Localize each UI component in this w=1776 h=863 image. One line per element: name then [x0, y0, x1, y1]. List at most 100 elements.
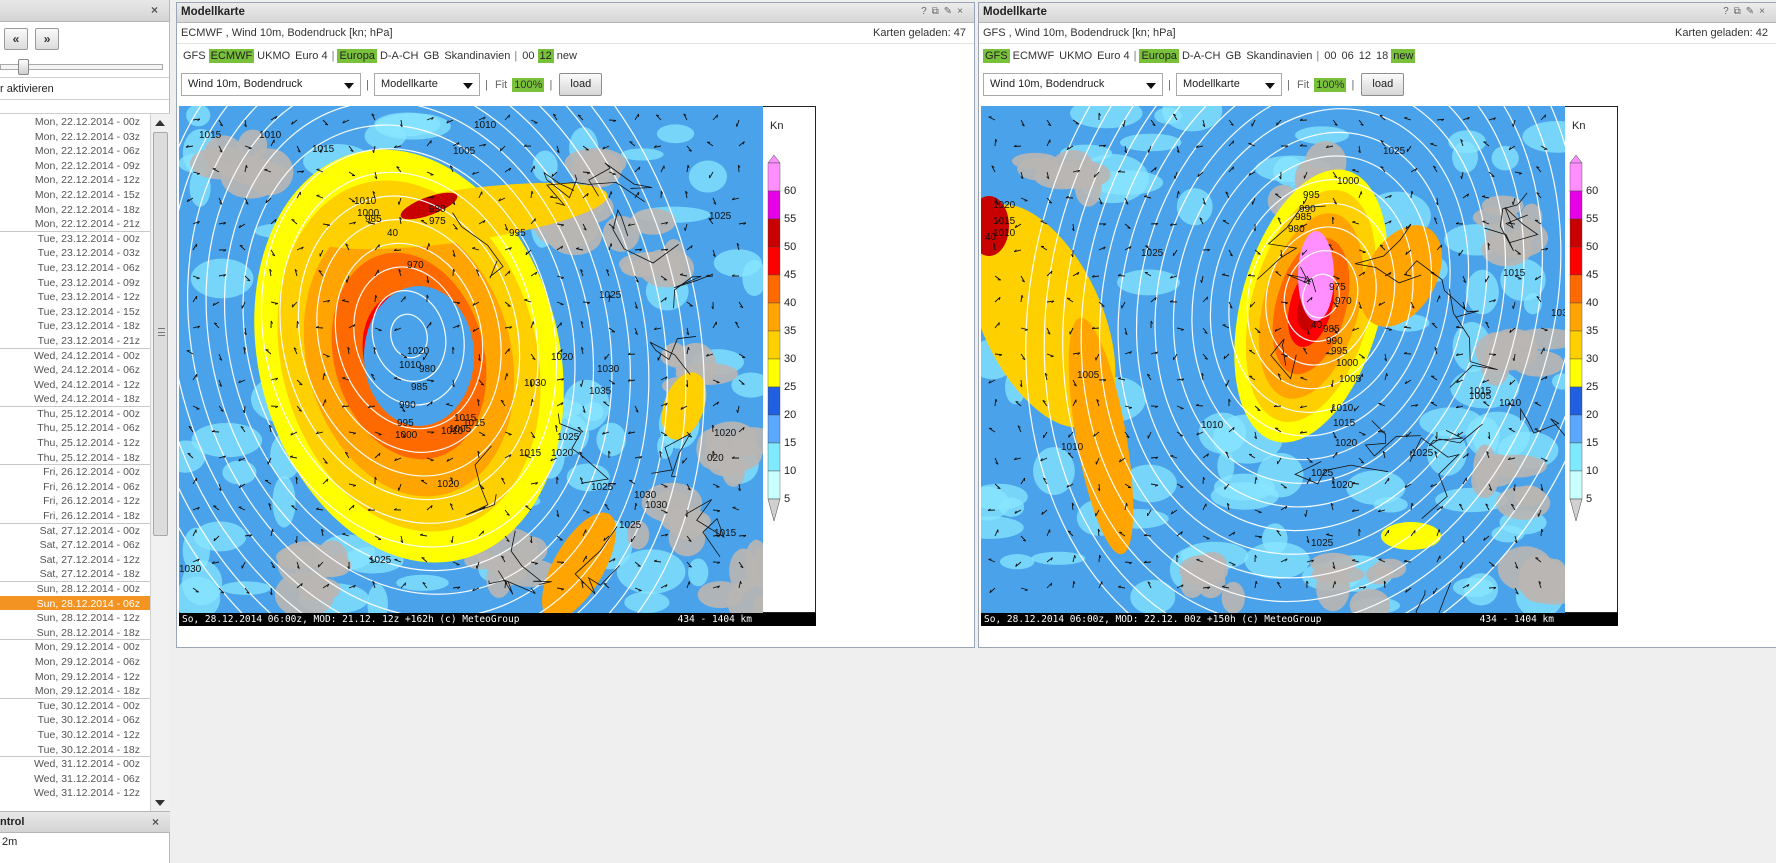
zoom-100-button[interactable]: 100% [1314, 77, 1347, 92]
time-list-item[interactable]: Mon, 29.12.2014 - 18z [34, 685, 140, 698]
help-icon[interactable]: ? [921, 6, 932, 17]
time-list-item[interactable]: Wed, 31.12.2014 - 06z [33, 772, 140, 785]
time-list-item[interactable]: Mon, 22.12.2014 - 21z [34, 218, 140, 231]
time-list-scrollbar[interactable] [150, 114, 170, 812]
time-list-item[interactable]: Tue, 23.12.2014 - 12z [37, 291, 140, 304]
run-chip-12[interactable]: 12 [537, 49, 554, 63]
animation-slider[interactable] [0, 56, 169, 78]
region-chip-skandinavien[interactable]: Skandinavien [444, 50, 511, 62]
run-chip-12[interactable]: 12 [1358, 50, 1372, 62]
time-list-item[interactable]: Tue, 23.12.2014 - 15z [37, 305, 140, 318]
time-list-item[interactable]: Tue, 23.12.2014 - 00z [0, 230, 150, 246]
run-chip-06[interactable]: 06 [1341, 50, 1354, 62]
time-list-item[interactable]: Tue, 30.12.2014 - 00z [0, 697, 150, 713]
map-type-select[interactable]: Modellkarte [373, 73, 480, 96]
time-list-item[interactable]: Sun, 28.12.2014 - 12z [36, 612, 140, 625]
time-list-item[interactable]: Wed, 24.12.2014 - 06z [33, 364, 140, 377]
region-chip-d-a-ch[interactable]: D-A-CH [379, 50, 419, 62]
run-chip-18[interactable]: 18 [1376, 50, 1389, 62]
time-list-item[interactable]: Fri, 26.12.2014 - 00z [0, 464, 150, 479]
time-list-item[interactable]: Sun, 28.12.2014 - 00z [0, 581, 150, 596]
time-list-item[interactable]: Sun, 28.12.2014 - 06z [0, 595, 150, 611]
load-button[interactable]: load [559, 73, 603, 96]
time-list-item[interactable]: Wed, 31.12.2014 - 12z [33, 787, 140, 800]
time-list-item[interactable]: Tue, 23.12.2014 - 06z [37, 261, 140, 274]
scroll-up-icon[interactable] [155, 120, 165, 126]
time-list-item[interactable]: Sun, 28.12.2014 - 18z [36, 626, 140, 639]
time-list-item[interactable]: Thu, 25.12.2014 - 18z [37, 451, 140, 464]
time-list-item[interactable]: Mon, 29.12.2014 - 00z [0, 639, 150, 654]
load-button[interactable]: load [1361, 73, 1405, 96]
time-list-item[interactable]: Mon, 29.12.2014 - 12z [34, 670, 140, 683]
model-chip-ecmwf[interactable]: ECMWF [208, 49, 255, 63]
weather-map[interactable]: 1025 1020 1015 1010 40 1025 1005 1010 1000 995 990… [981, 106, 1565, 613]
scroll-thumb[interactable] [153, 132, 168, 536]
region-chip-europa[interactable]: Europa [1139, 49, 1179, 63]
region-chip-europa[interactable]: Europa [337, 49, 377, 63]
time-list-item[interactable]: Tue, 23.12.2014 - 18z [37, 320, 140, 333]
close-icon[interactable]: × [151, 3, 159, 17]
time-list-item[interactable]: Mon, 22.12.2014 - 12z [34, 174, 140, 187]
map-type-select[interactable]: Modellkarte [1175, 73, 1282, 96]
time-list-item[interactable]: Sat, 27.12.2014 - 06z [39, 539, 140, 552]
weather-map[interactable]: 1010 1015 1010 1015 1005 1010 1000 985 980 975 970… [179, 106, 763, 613]
time-list-item[interactable]: Mon, 29.12.2014 - 06z [34, 655, 140, 668]
time-list-item[interactable]: Mon, 22.12.2014 - 09z [34, 159, 140, 172]
run-chip-00[interactable]: 00 [522, 50, 535, 62]
time-list-item[interactable]: Tue, 30.12.2014 - 12z [37, 728, 140, 741]
time-list-item[interactable]: Tue, 23.12.2014 - 21z [37, 334, 140, 347]
detach-icon[interactable]: ⧉ [1733, 6, 1746, 17]
region-chip-gb[interactable]: GB [423, 50, 440, 62]
time-list-item[interactable]: Mon, 22.12.2014 - 18z [34, 203, 140, 216]
scroll-down-icon[interactable] [155, 800, 165, 806]
next-time-button[interactable]: » [35, 28, 60, 50]
wrench-icon[interactable]: ✎ [1745, 6, 1760, 17]
time-list-item[interactable]: Sat, 27.12.2014 - 12z [39, 553, 140, 566]
time-list-item[interactable]: Mon, 22.12.2014 - 15z [34, 188, 140, 201]
model-chip-ecmwf[interactable]: ECMWF [1012, 50, 1055, 62]
time-list-item[interactable]: Wed, 24.12.2014 - 12z [33, 378, 140, 391]
run-chip-new[interactable]: new [556, 50, 577, 62]
time-list-item[interactable]: Fri, 26.12.2014 - 12z [43, 495, 140, 508]
time-list-item[interactable]: Wed, 24.12.2014 - 18z [33, 393, 140, 406]
parameter-select[interactable]: Wind 10m, Bodendruck [983, 73, 1163, 96]
time-list-item[interactable]: Mon, 22.12.2014 - 00z [34, 116, 140, 128]
close-icon[interactable]: × [152, 815, 160, 829]
fit-button[interactable]: Fit [494, 78, 508, 91]
time-list-item[interactable]: Sat, 27.12.2014 - 18z [39, 568, 140, 581]
time-list-item[interactable]: Wed, 24.12.2014 - 00z [0, 347, 150, 363]
slider-thumb[interactable] [18, 59, 29, 75]
run-chip-new[interactable]: new [1391, 49, 1416, 63]
activate-option[interactable]: r aktivieren [0, 78, 169, 100]
model-chip-euro-4[interactable]: Euro 4 [295, 50, 328, 62]
time-list-item[interactable]: Wed, 31.12.2014 - 00z [0, 756, 150, 771]
zoom-100-button[interactable]: 100% [512, 77, 545, 92]
close-icon[interactable]: × [1759, 6, 1770, 17]
model-chip-euro-4[interactable]: Euro 4 [1097, 50, 1130, 62]
fit-button[interactable]: Fit [1296, 78, 1310, 91]
model-chip-ukmo[interactable]: UKMO [1059, 50, 1093, 62]
wrench-icon[interactable]: ✎ [943, 6, 958, 17]
model-chip-ukmo[interactable]: UKMO [257, 50, 291, 62]
help-icon[interactable]: ? [1723, 6, 1734, 17]
time-list-item[interactable]: Mon, 22.12.2014 - 03z [34, 130, 140, 143]
time-list-item[interactable]: Tue, 30.12.2014 - 18z [37, 743, 140, 756]
time-list-item[interactable]: Tue, 23.12.2014 - 03z [37, 247, 140, 260]
time-list-item[interactable]: Mon, 22.12.2014 - 06z [34, 145, 140, 158]
model-chip-gfs[interactable]: GFS [183, 50, 206, 62]
time-list-item[interactable]: Thu, 25.12.2014 - 00z [0, 405, 150, 421]
run-chip-00[interactable]: 00 [1324, 50, 1337, 62]
time-list-item[interactable]: Tue, 30.12.2014 - 06z [37, 714, 140, 727]
model-chip-gfs[interactable]: GFS [983, 49, 1010, 63]
time-list-item[interactable]: Sat, 27.12.2014 - 00z [0, 522, 150, 538]
detach-icon[interactable]: ⧉ [931, 6, 944, 17]
time-list-item[interactable]: Thu, 25.12.2014 - 06z [37, 422, 140, 435]
prev-time-button[interactable]: « [4, 28, 28, 50]
region-chip-gb[interactable]: GB [1225, 50, 1242, 62]
time-list-item[interactable]: Fri, 26.12.2014 - 06z [43, 480, 140, 493]
time-list-item[interactable]: Thu, 25.12.2014 - 12z [37, 437, 140, 450]
region-chip-skandinavien[interactable]: Skandinavien [1246, 50, 1313, 62]
close-icon[interactable]: × [957, 6, 968, 17]
parameter-select[interactable]: Wind 10m, Bodendruck [181, 73, 361, 96]
time-list-item[interactable]: Tue, 23.12.2014 - 09z [37, 276, 140, 289]
